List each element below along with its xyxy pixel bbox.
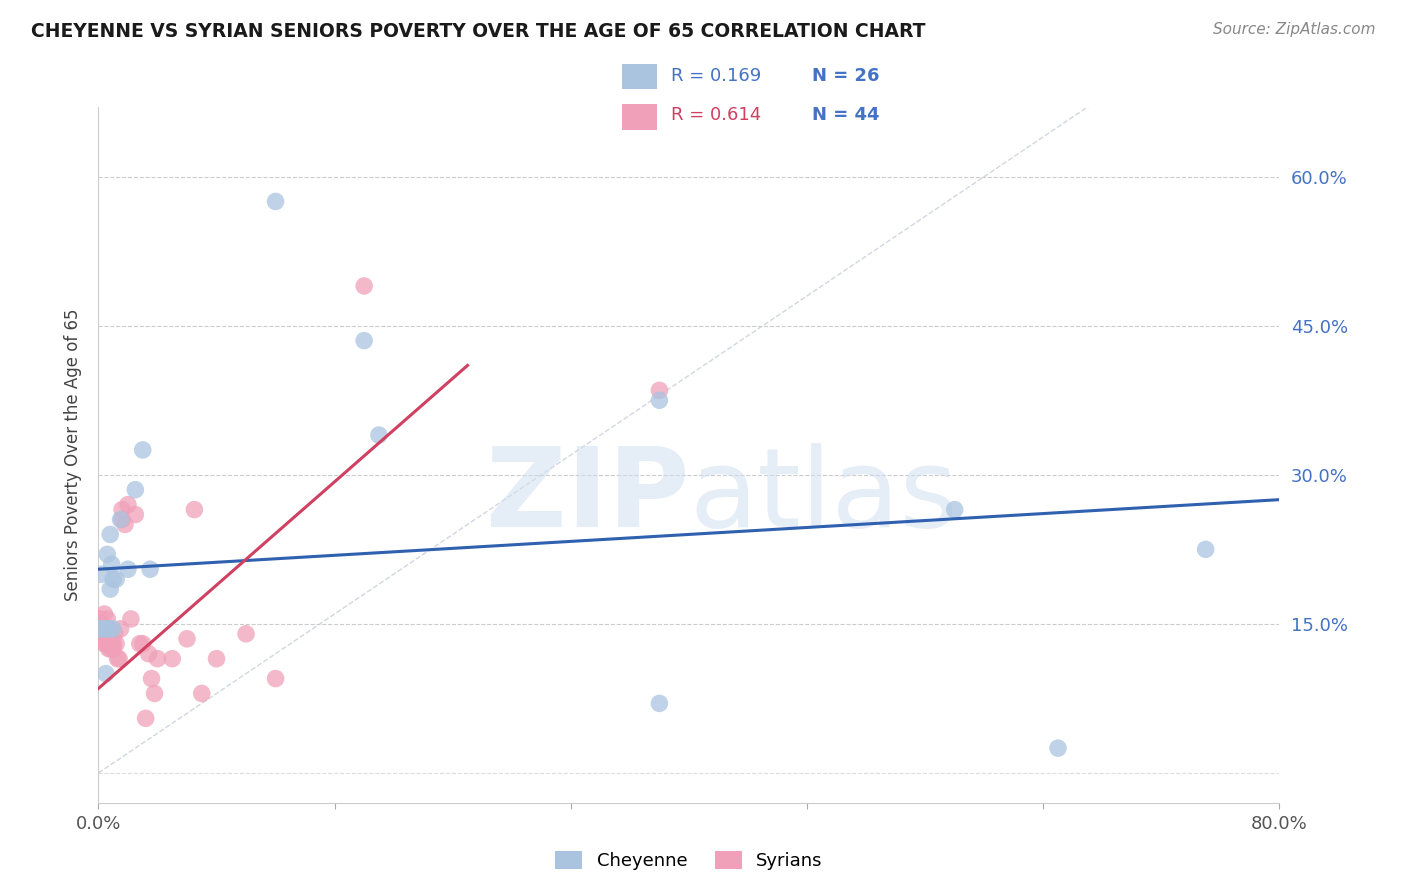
Point <box>90 632 112 646</box>
Point <box>94 627 117 641</box>
Point <box>91 632 114 646</box>
Text: N = 26: N = 26 <box>813 68 880 86</box>
Point <box>90 567 112 582</box>
Point <box>96 547 118 561</box>
Point <box>353 334 375 348</box>
Point <box>138 647 160 661</box>
Point <box>97 627 120 641</box>
Point <box>103 641 125 656</box>
Text: ZIP: ZIP <box>485 443 689 550</box>
Point <box>107 651 129 665</box>
Point <box>110 512 132 526</box>
FancyBboxPatch shape <box>621 63 658 89</box>
Point <box>191 686 214 700</box>
Point <box>98 641 121 656</box>
Point <box>162 651 183 665</box>
Point <box>368 428 391 442</box>
Y-axis label: Seniors Poverty Over the Age of 65: Seniors Poverty Over the Age of 65 <box>65 309 83 601</box>
Legend: Cheyenne, Syrians: Cheyenne, Syrians <box>548 844 830 877</box>
Text: N = 44: N = 44 <box>813 106 880 124</box>
Point <box>648 393 671 408</box>
Point <box>183 502 205 516</box>
Point <box>103 637 125 651</box>
Point <box>128 637 150 651</box>
Point <box>100 558 122 572</box>
Point <box>114 517 136 532</box>
Point <box>264 672 287 686</box>
Point <box>1046 741 1069 756</box>
Point <box>648 384 671 398</box>
Text: R = 0.614: R = 0.614 <box>672 106 762 124</box>
Point <box>146 651 169 665</box>
Point <box>104 627 127 641</box>
Point <box>110 622 132 636</box>
Point <box>120 612 142 626</box>
FancyBboxPatch shape <box>621 104 658 130</box>
Text: Source: ZipAtlas.com: Source: ZipAtlas.com <box>1212 22 1375 37</box>
Point <box>124 508 146 522</box>
Point <box>96 612 118 626</box>
Point <box>108 651 131 665</box>
Point <box>132 442 155 457</box>
Point <box>117 562 139 576</box>
Point <box>1195 542 1218 557</box>
Point <box>111 502 134 516</box>
Point <box>94 666 117 681</box>
Point <box>132 637 155 651</box>
Point <box>93 637 115 651</box>
Point <box>117 498 139 512</box>
Point <box>143 686 166 700</box>
Point <box>176 632 198 646</box>
Point <box>91 622 114 636</box>
Point <box>105 572 128 586</box>
Point <box>205 651 228 665</box>
Point <box>89 612 111 626</box>
Point <box>98 582 121 596</box>
Point <box>124 483 146 497</box>
Point <box>94 637 117 651</box>
Point <box>105 637 128 651</box>
Point <box>353 279 375 293</box>
Point <box>90 622 112 636</box>
Point <box>91 622 114 636</box>
Text: R = 0.169: R = 0.169 <box>672 68 762 86</box>
Text: CHEYENNE VS SYRIAN SENIORS POVERTY OVER THE AGE OF 65 CORRELATION CHART: CHEYENNE VS SYRIAN SENIORS POVERTY OVER … <box>31 22 925 41</box>
Point <box>97 641 120 656</box>
Point <box>98 527 121 541</box>
Point <box>100 637 122 651</box>
Point <box>135 711 157 725</box>
Point <box>89 622 111 636</box>
Point <box>264 194 287 209</box>
Point <box>943 502 966 516</box>
Point <box>235 627 257 641</box>
Point <box>111 512 134 526</box>
Point <box>97 622 120 636</box>
Text: atlas: atlas <box>689 443 957 550</box>
Point <box>93 607 115 621</box>
Point <box>648 697 671 711</box>
Point <box>139 562 162 576</box>
Point <box>103 572 125 586</box>
Point <box>89 622 111 636</box>
Point <box>94 622 117 636</box>
Point <box>103 622 125 636</box>
Point <box>141 672 163 686</box>
